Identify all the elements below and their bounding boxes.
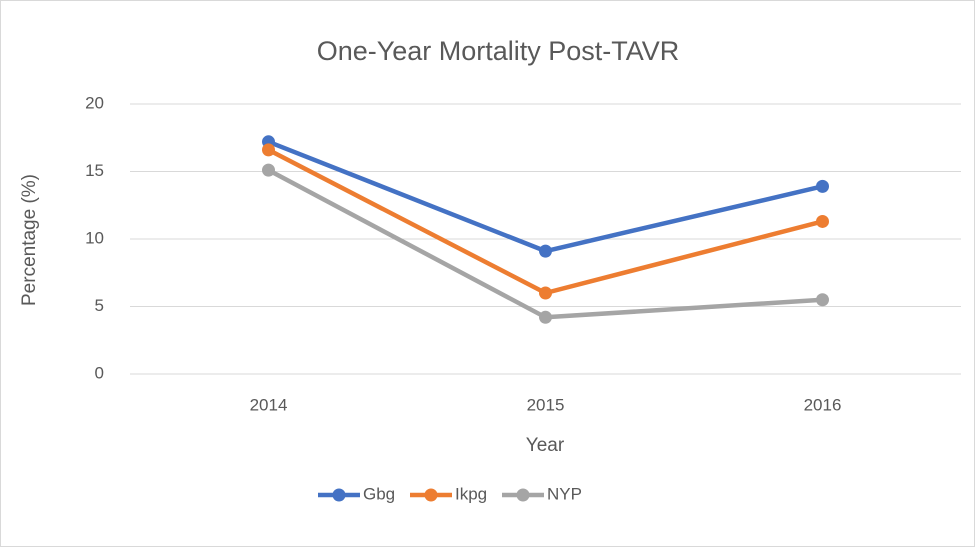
y-tick-label: 0 (95, 363, 104, 382)
series-marker (539, 244, 552, 258)
y-tick-label: 20 (85, 93, 104, 112)
y-tick-label: 10 (85, 228, 104, 247)
legend-marker (516, 488, 530, 502)
x-tick-label: 2016 (804, 395, 842, 414)
x-axis-label: Year (526, 435, 565, 456)
series-marker (816, 293, 829, 307)
legend-marker (332, 488, 346, 502)
series-marker (539, 286, 552, 300)
y-tick-label: 5 (95, 296, 104, 315)
legend-label: Ikpg (455, 484, 487, 503)
y-axis-label: Percentage (%) (19, 174, 40, 306)
legend-marker (424, 488, 438, 502)
series-marker (816, 179, 829, 193)
x-tick-label: 2015 (527, 395, 565, 414)
legend-label: Gbg (363, 484, 395, 503)
series-marker (816, 214, 829, 228)
series-marker (262, 163, 275, 177)
series-marker (262, 143, 275, 157)
chart-title: One-Year Mortality Post-TAVR (317, 36, 680, 66)
series-marker (539, 310, 552, 324)
x-tick-label: 2014 (250, 395, 288, 414)
legend-label: NYP (547, 484, 582, 503)
y-tick-label: 15 (85, 161, 104, 180)
